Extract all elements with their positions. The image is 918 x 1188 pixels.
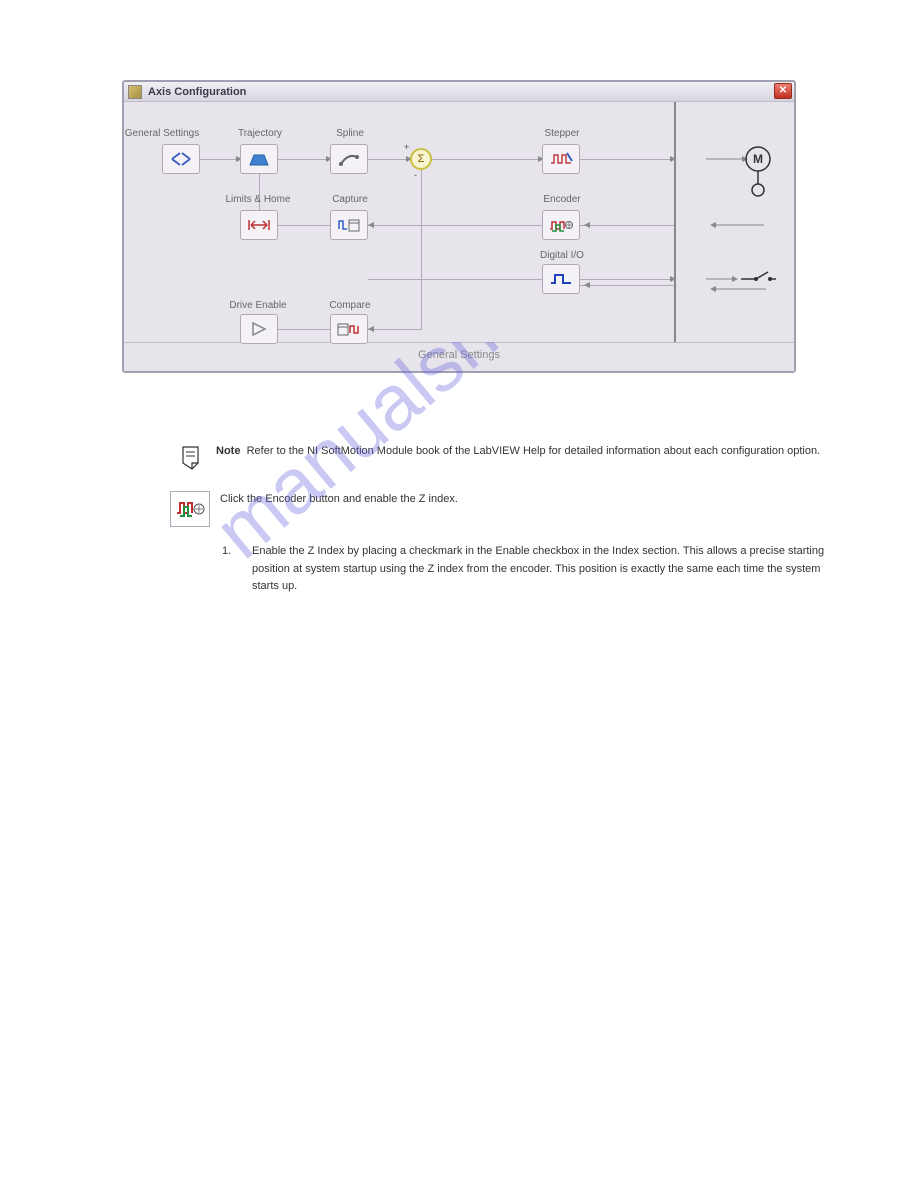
limits-icon <box>247 218 271 232</box>
digital-io-label: Digital I/O <box>522 250 602 261</box>
feedback-arrow <box>706 217 766 236</box>
note-section: Note Refer to the NI SoftMotion Module b… <box>178 443 828 471</box>
encoder-icon <box>548 217 574 233</box>
compare-button[interactable] <box>330 314 368 344</box>
note-text: Note Refer to the NI SoftMotion Module b… <box>216 443 820 471</box>
spline-icon <box>338 151 360 167</box>
encoder-margin-icon <box>170 491 210 527</box>
sigma-plus: + <box>404 142 409 152</box>
capture-icon <box>337 217 361 233</box>
compare-icon <box>336 321 362 337</box>
spline-button[interactable] <box>330 144 368 174</box>
trajectory-label: Trajectory <box>220 128 300 139</box>
encoder-button[interactable] <box>542 210 580 240</box>
sigma-minus: - <box>414 170 417 180</box>
axis-config-window: Axis Configuration ✕ <box>122 80 796 373</box>
drive-enable-button[interactable] <box>240 314 278 344</box>
encoder-intro: Click the Encoder button and enable the … <box>220 491 458 509</box>
compare-label: Compare <box>310 300 390 311</box>
trajectory-button[interactable] <box>240 144 278 174</box>
window-title: Axis Configuration <box>148 86 246 98</box>
stepper-label: Stepper <box>522 128 602 139</box>
diagram-area: General Settings Trajectory Spline Σ + -… <box>124 102 794 342</box>
right-panel: M <box>674 102 794 342</box>
stepper-button[interactable] <box>542 144 580 174</box>
amp-icon <box>249 321 269 337</box>
figure-container: Axis Configuration ✕ <box>90 80 828 373</box>
steps: 1. Enable the Z Index by placing a check… <box>222 543 828 596</box>
svg-text:M: M <box>753 152 763 166</box>
encoder-row: Click the Encoder button and enable the … <box>170 491 828 527</box>
general-settings-button[interactable] <box>162 144 200 174</box>
encoder-label: Encoder <box>522 194 602 205</box>
step-1-num: 1. <box>222 543 242 596</box>
general-settings-label: General Settings <box>122 128 202 139</box>
limits-home-label: Limits & Home <box>218 194 298 205</box>
capture-button[interactable] <box>330 210 368 240</box>
arrows-icon <box>170 151 192 167</box>
bottom-caption: General Settings <box>124 342 794 371</box>
digital-io-button[interactable] <box>542 264 580 294</box>
step-1: 1. Enable the Z Index by placing a check… <box>222 543 828 596</box>
spline-label: Spline <box>310 128 390 139</box>
drive-enable-label: Drive Enable <box>218 300 298 311</box>
step-1-text: Enable the Z Index by placing a checkmar… <box>252 543 828 596</box>
sigma-node: Σ <box>410 148 432 170</box>
titlebar: Axis Configuration ✕ <box>124 82 794 102</box>
switch-symbol <box>706 267 776 300</box>
stepper-icon <box>549 151 573 167</box>
motor-symbol: M <box>706 142 776 205</box>
trapezoid-icon <box>248 151 270 167</box>
note-icon <box>178 443 206 471</box>
limits-home-button[interactable] <box>240 210 278 240</box>
capture-label: Capture <box>310 194 390 205</box>
app-icon <box>128 85 142 99</box>
pulse-icon <box>549 272 573 286</box>
note-label: Note <box>216 445 240 457</box>
close-button[interactable]: ✕ <box>774 83 792 99</box>
note-body: Refer to the NI SoftMotion Module book o… <box>247 445 821 457</box>
